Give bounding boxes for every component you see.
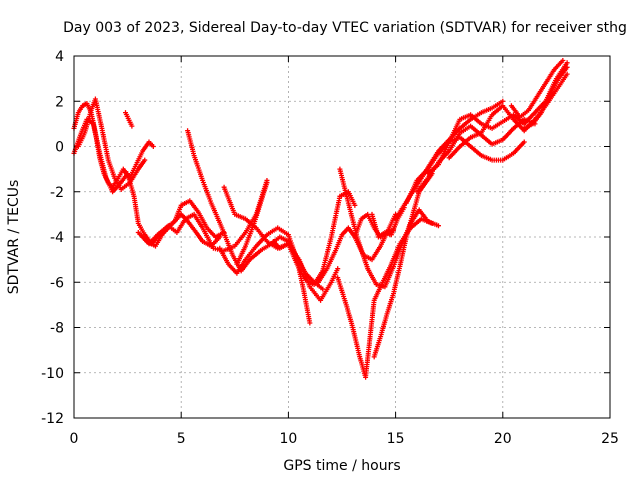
chart-title: Day 003 of 2023, Sidereal Day-to-day VTE… xyxy=(63,20,627,36)
data-point-markers xyxy=(75,96,148,192)
data-point-markers xyxy=(403,134,527,206)
y-tick-label: -10 xyxy=(41,366,64,382)
x-tick-label: 25 xyxy=(601,431,619,447)
data-series xyxy=(221,184,341,303)
y-tick-label: -6 xyxy=(50,275,64,291)
data-series xyxy=(123,110,135,129)
data-series xyxy=(270,189,358,287)
data-point-markers xyxy=(270,189,358,287)
y-tick-label: -12 xyxy=(41,411,64,427)
x-tick-label: 0 xyxy=(70,431,79,447)
data-series xyxy=(403,134,527,206)
x-tick-label: 15 xyxy=(387,431,405,447)
y-tick-label: 2 xyxy=(55,94,64,110)
y-tick-label: 0 xyxy=(55,140,64,156)
y-tick-label: -8 xyxy=(50,321,64,337)
data-series xyxy=(234,180,270,267)
x-tick-label: 5 xyxy=(177,431,186,447)
plot-frame xyxy=(73,55,611,419)
data-series xyxy=(508,58,566,120)
y-tick-label: -2 xyxy=(50,185,64,201)
data-points xyxy=(71,58,570,380)
data-series xyxy=(521,64,570,131)
x-tick-label: 10 xyxy=(279,431,297,447)
data-point-markers xyxy=(221,184,341,303)
data-point-markers xyxy=(371,171,435,360)
data-series xyxy=(75,96,148,192)
x-tick-label: 20 xyxy=(494,431,512,447)
data-point-markers xyxy=(508,58,566,120)
data-point-markers xyxy=(521,64,570,131)
data-series xyxy=(371,171,435,360)
x-axis-label: GPS time / hours xyxy=(283,458,400,474)
y-axis-label: SDTVAR / TECUs xyxy=(6,180,22,295)
y-tick-label: 4 xyxy=(55,49,64,65)
data-point-markers xyxy=(123,110,135,129)
data-point-markers xyxy=(234,180,270,267)
y-tick-label: -4 xyxy=(50,230,64,246)
